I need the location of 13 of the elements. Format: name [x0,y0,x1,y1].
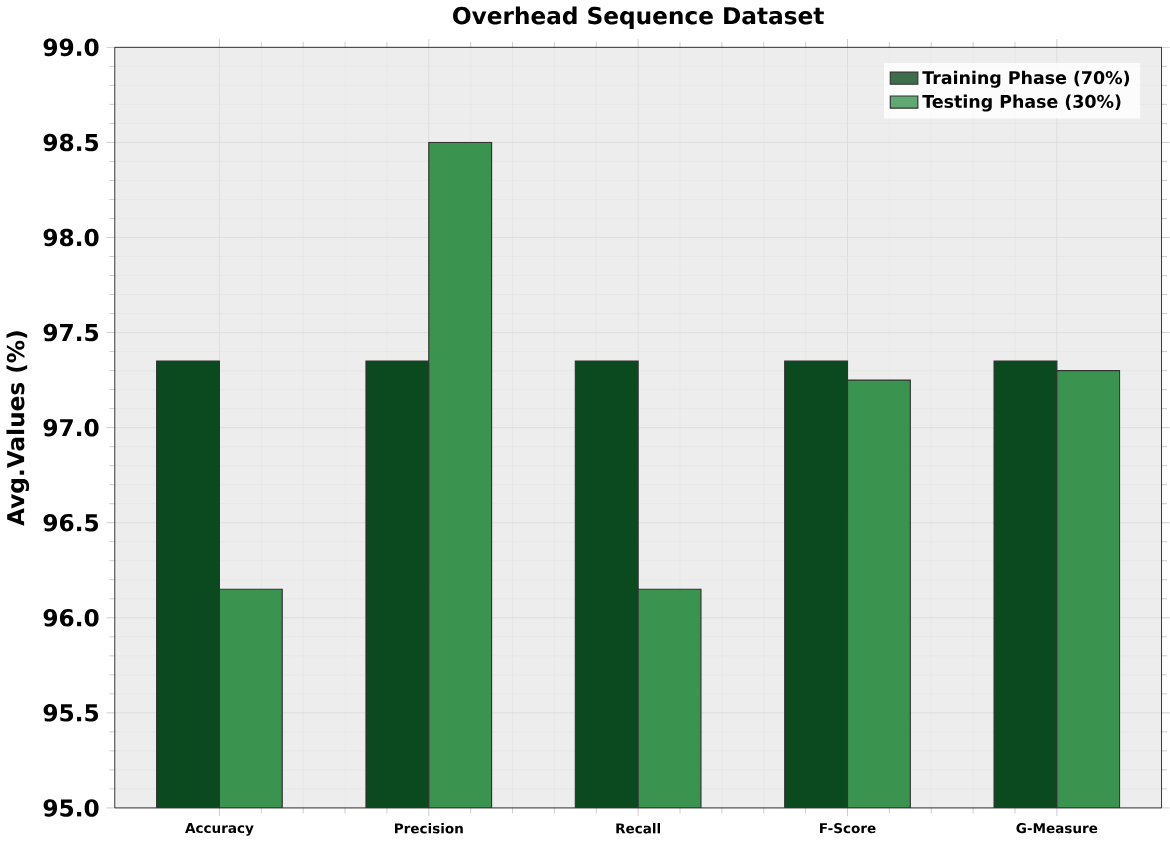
y-axis-title: Avg.Values (%) [6,331,30,526]
y-tick-label: 99.0 [43,38,99,56]
y-tick-label: 97.0 [43,418,99,437]
y-tick-label: 96.0 [43,608,99,627]
y-tick-label: 96.5 [43,513,99,532]
y-tick-label: 98.0 [43,228,99,247]
chart-title: Overhead Sequence Dataset [453,6,824,29]
legend-label: Training Phase (70%) [922,70,1130,88]
y-tick-label: 98.5 [43,133,99,152]
y-tick-label: 95.0 [43,799,99,817]
y-tick-label: 95.5 [43,703,99,722]
legend-label: Testing Phase (30%) [922,94,1121,112]
y-tick-label: 97.5 [43,323,99,342]
